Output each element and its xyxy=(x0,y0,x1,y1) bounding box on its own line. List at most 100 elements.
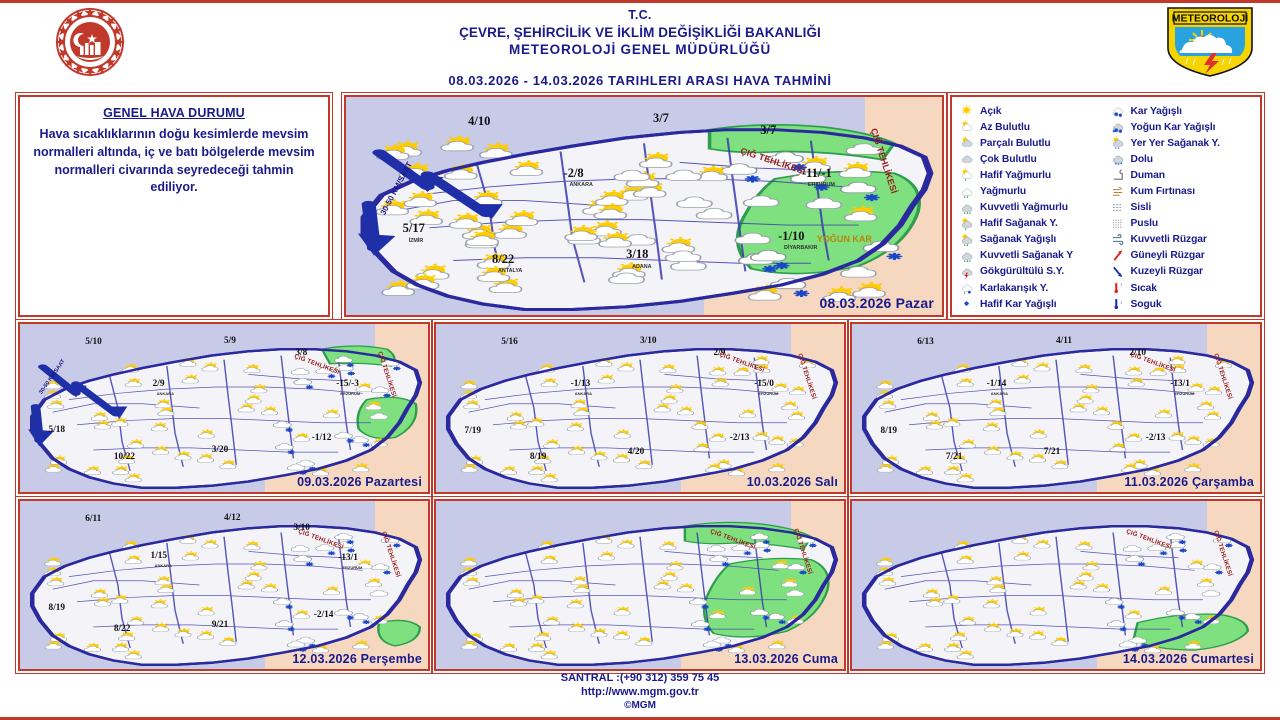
weather-icon-sun xyxy=(1006,451,1024,461)
map-panel-wednesday[interactable]: ÇIĞ TEHLİKESİ ÇIĞ TEHLİKESİ 6/13 4/11 2/10 -1… xyxy=(847,319,1265,497)
temperature-label: 8/19 xyxy=(529,451,547,462)
map-panel-tuesday[interactable]: ÇIĞ TEHLİKESİ ÇIĞ TEHLİKESİ 5/16 3/10 2/9 -1/… xyxy=(431,319,849,497)
weather-icon-sun xyxy=(1082,561,1100,571)
weather-icon-sun xyxy=(1205,386,1223,396)
sun-icon xyxy=(959,104,976,118)
page-header: T.C. ÇEVRE, ŞEHİRCİLİK VE İKLİM DEĞİŞİKL… xyxy=(0,0,1280,92)
weather-icon-sun xyxy=(506,588,524,598)
weather-icon-snowcloud xyxy=(720,163,761,183)
weather-icon-snowcloud xyxy=(350,436,371,448)
weather-icon-sun xyxy=(1013,551,1031,561)
weather-icon-sun xyxy=(1154,585,1173,595)
weather-icon-sun xyxy=(590,451,608,461)
weather-icon-sun xyxy=(738,408,757,418)
footer-url[interactable]: http://www.mgm.gov.tr xyxy=(581,685,699,698)
legend-item-label: Kuvvetli Yağmurlu xyxy=(980,202,1068,214)
legend-item: Sisli xyxy=(1110,200,1257,216)
weather-icon-cloud xyxy=(706,545,726,552)
weather-icon-sun xyxy=(566,422,584,432)
weather-icon-sun xyxy=(879,576,897,586)
weather-icon-sun xyxy=(150,599,168,609)
weather-icon-sun xyxy=(926,597,944,607)
weather-icon-sun xyxy=(409,209,444,226)
turkey-map xyxy=(360,124,934,312)
temperature-label: 8/19 xyxy=(880,426,898,437)
wind-arrows xyxy=(357,149,503,256)
temperature-label: 5/17 xyxy=(402,221,425,236)
weather-icon-sun xyxy=(838,161,873,178)
svg-text:↑: ↑ xyxy=(1119,283,1122,289)
weather-icon-sun xyxy=(244,394,262,404)
weather-icon-sun xyxy=(570,399,588,409)
legend-item: Parçalı Bulutlu xyxy=(959,135,1106,151)
weather-icon-sun xyxy=(1187,559,1205,569)
map-date-label: 13.03.2026 Cuma xyxy=(734,652,838,666)
weather-icon-snowcloud xyxy=(750,608,771,620)
turkey-outline-top xyxy=(29,348,423,489)
weather-icon-sun xyxy=(771,559,789,569)
weather-icon-sun xyxy=(219,636,237,646)
weather-icon-sun xyxy=(597,551,615,561)
weather-icon-sun xyxy=(588,220,622,237)
weather-icon-sun xyxy=(1107,420,1125,430)
legend-item-label: Hafif Kar Yağışlı xyxy=(980,298,1057,310)
svg-text:↓: ↓ xyxy=(1119,300,1122,306)
weather-icon-sun xyxy=(1092,406,1111,416)
weather-icon-sun xyxy=(661,237,696,253)
weather-icon-cloud xyxy=(608,272,645,284)
legend-item-label: Dolu xyxy=(1130,153,1154,165)
weather-icon-sun xyxy=(1154,408,1173,418)
map-panel-friday[interactable]: ÇIĞ TEHLİKESİ ÇIĞ TEHLİKESİ 13.03.2026 Cum… xyxy=(431,496,849,674)
legend-panel: Açık Az Bulutlu Parçalı Bulutlu Çok Bulutlu… xyxy=(947,92,1265,320)
weather-icon-sun xyxy=(950,454,968,464)
temperature-label: -2/13 xyxy=(729,433,750,444)
temperature-label: -2/14 xyxy=(313,610,334,621)
map-panel-monday[interactable]: 30-50 KM/SAAT ÇIĞ TEHLİKESİ ÇIĞ TEHLİKESİ 5… xyxy=(15,319,433,497)
weather-icon-snowcloud xyxy=(750,541,772,553)
temperature-label: 5/10 xyxy=(85,337,102,348)
city-label: ERZURUM xyxy=(1174,391,1195,397)
weather-icon-sun xyxy=(352,640,370,650)
weather-icon-sun xyxy=(47,399,65,409)
weather-icon-snowcloud xyxy=(272,598,294,610)
weather-icon-sun xyxy=(292,432,310,442)
weather-icon-sun xyxy=(1121,463,1139,473)
weather-icon-sun xyxy=(711,377,729,387)
weather-icon-sun xyxy=(1092,583,1111,593)
weather-icon-sun xyxy=(1124,432,1142,442)
map-panel-thursday[interactable]: ÇIĞ TEHLİKESİ ÇIĞ TEHLİKESİ 6/11 4/12 3/10 1/… xyxy=(15,496,433,674)
light-snow-icon xyxy=(959,297,976,311)
weather-icon-sun xyxy=(118,454,136,464)
weather-icon-sun xyxy=(476,252,511,269)
light-shower-icon xyxy=(959,217,976,231)
title-ministry: ÇEVRE, ŞEHİRCİLİK VE İKLİM DEĞİŞİKLİĞİ B… xyxy=(459,24,821,40)
weather-icon-cloud xyxy=(613,169,651,182)
legend-item: Güneyli Rüzgar xyxy=(1110,248,1257,264)
weather-icon-snowcloud xyxy=(293,378,314,390)
rain-icon xyxy=(959,185,976,199)
turkey-outline-top xyxy=(445,348,839,489)
temperature-label: -15/-3 xyxy=(336,379,359,390)
weather-icon-sun xyxy=(613,429,631,439)
weather-icon-sun xyxy=(479,142,513,159)
weather-icon-sun xyxy=(127,439,145,449)
temperature-label: -1/10 xyxy=(778,228,805,243)
province-borders xyxy=(468,355,787,472)
weather-icon-cloud xyxy=(676,196,713,208)
weather-icon-sun xyxy=(322,408,341,418)
weather-icon-sun xyxy=(570,576,588,586)
map-date-label: 08.03.2026 Pazar xyxy=(819,295,934,311)
sandstorm-icon xyxy=(1110,185,1127,199)
heavy-shower-icon xyxy=(959,249,976,263)
general-weather-body: Hava sıcaklıklarının doğu kesimlerde mev… xyxy=(33,127,315,195)
map-panel-sunday[interactable]: 30-50 KM/SAAT ÇIĞ TEHLİKESİ ÇIĞ TEHLİKESİ Y… xyxy=(341,92,947,320)
weather-icon-snowcloud xyxy=(709,555,730,567)
temperature-label: 3/7 xyxy=(760,123,777,138)
weather-icon-sun xyxy=(127,616,145,626)
temperature-label: -1/12 xyxy=(311,433,332,444)
snow-zone-black-sea-band xyxy=(683,521,813,551)
weather-icon-sun xyxy=(118,631,136,641)
temperature-label: 2/9 xyxy=(152,379,165,390)
weather-icon-sun xyxy=(635,636,653,646)
map-panel-saturday[interactable]: ÇIĞ TEHLİKESİ ÇIĞ TEHLİKESİ 14.03.2026 Cum… xyxy=(847,496,1265,674)
